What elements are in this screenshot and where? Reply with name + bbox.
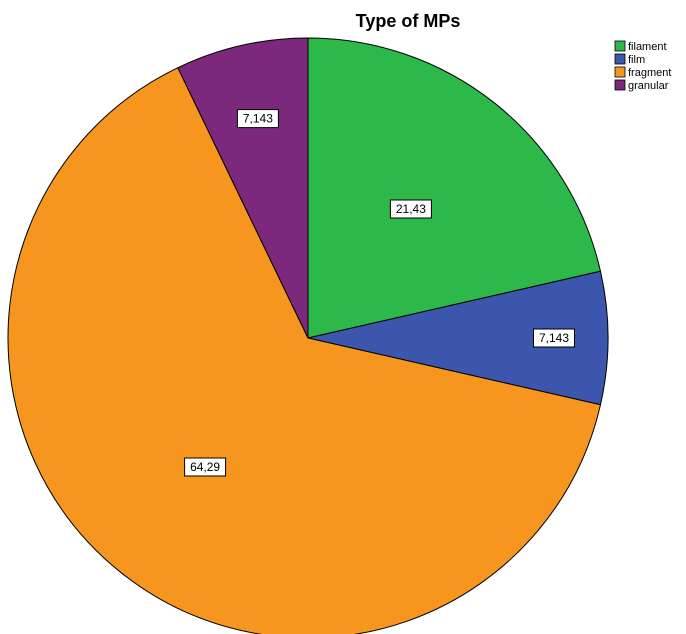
slice-label-box (236, 109, 279, 129)
slice-label-box (184, 457, 227, 477)
slice-label-box (533, 328, 575, 348)
pie-slices (7, 37, 609, 634)
legend-item-filament: filament (614, 40, 667, 53)
pie-slice-filament (307, 37, 602, 339)
slice-label-film: 7,143 (533, 328, 575, 348)
slice-label-box (389, 199, 432, 219)
pie-slice-film (307, 270, 609, 406)
legend-swatch (614, 79, 626, 91)
legend-item-film: film (614, 53, 645, 66)
legend-item-granular: granular (614, 79, 669, 92)
slice-label-text: 7,143 (539, 331, 569, 345)
slice-label-filament: 21,43 (389, 199, 432, 219)
legend-item-fragment: fragment (614, 66, 671, 79)
legend-label: granular (628, 80, 669, 92)
legend-label: fragment (628, 67, 671, 79)
slice-label-text: 7,143 (243, 112, 273, 126)
slice-label-text: 21,43 (396, 202, 426, 216)
slice-label-text: 64,29 (190, 460, 220, 474)
legend-label: filament (628, 41, 667, 53)
legend-swatch (614, 53, 626, 65)
slice-label-fragment: 64,29 (184, 457, 227, 477)
legend-swatch (614, 66, 626, 78)
pie-slice-fragment (7, 67, 602, 634)
legend-swatch (614, 40, 626, 52)
pie-slice-labels: 21,43 7,143 64,29 7,143 (184, 109, 575, 477)
slice-label-granular: 7,143 (236, 109, 279, 129)
chart-title: Type of MPs (356, 11, 461, 31)
legend-label: film (628, 54, 645, 66)
